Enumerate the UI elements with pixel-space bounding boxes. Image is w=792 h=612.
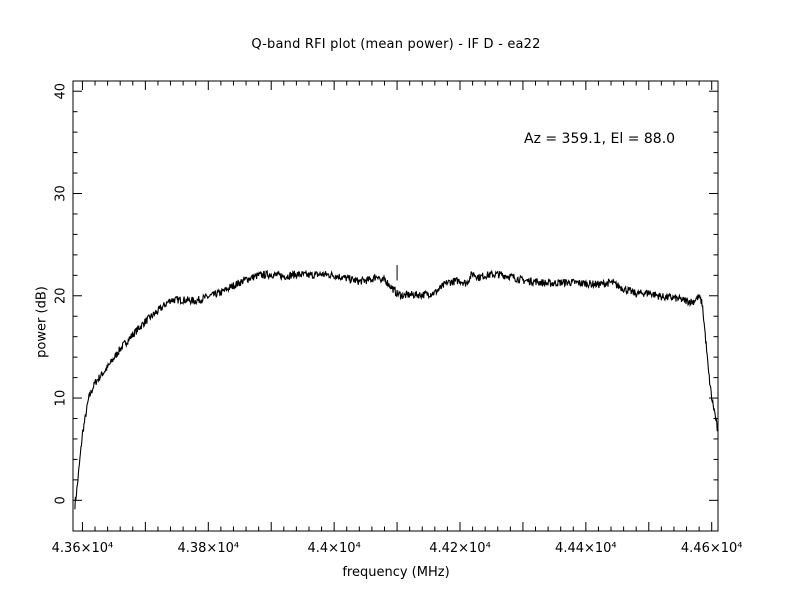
power-series-line	[74, 269, 719, 510]
y-tick-label: 0	[54, 496, 69, 504]
tick-labels: 4.36×10⁴ 4.38×10⁴ 4.4×10⁴ 4.42×10⁴ 4.44×10⁴ 4…	[52, 83, 743, 556]
y-tick-label: 30	[54, 185, 69, 202]
x-tick-label: 4.44×10⁴	[555, 541, 617, 556]
x-tick-label: 4.46×10⁴	[681, 541, 743, 556]
x-tick-label: 4.38×10⁴	[177, 541, 239, 556]
y-tick-label: 20	[54, 287, 69, 304]
plot-frame	[72, 80, 719, 532]
y-tick-label: 10	[54, 390, 69, 407]
x-tick-label: 4.4×10⁴	[307, 541, 360, 556]
x-tick-label: 4.36×10⁴	[52, 541, 114, 556]
x-tick-label: 4.42×10⁴	[429, 541, 491, 556]
tick-marks	[73, 81, 718, 531]
y-tick-label: 40	[54, 83, 69, 100]
x-axis-label: frequency (MHz)	[342, 565, 450, 580]
series-group	[74, 265, 719, 510]
y-axis-label: power (dB)	[34, 286, 50, 358]
chart-title: Q-band RFI plot (mean power) - IF D - ea…	[251, 37, 541, 52]
az-el-annotation: Az = 359.1, El = 88.0	[524, 131, 676, 147]
